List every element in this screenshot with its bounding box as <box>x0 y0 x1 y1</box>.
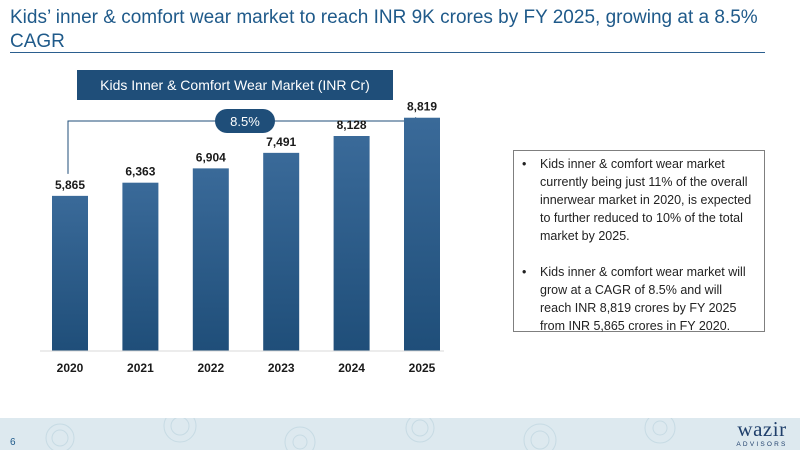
decorative-pattern <box>45 418 676 450</box>
x-tick-label: 2025 <box>409 361 436 375</box>
data-label: 8,819 <box>407 100 437 114</box>
bar-chart: 8.5% 5,865 6,363 6,904 7,491 8,128 8,819 2020… <box>40 100 444 375</box>
data-label: 7,491 <box>266 135 296 149</box>
commentary-box: Kids inner & comfort wear market current… <box>513 150 765 335</box>
bar-2024 <box>333 136 370 351</box>
x-tick-label: 2023 <box>268 361 295 375</box>
bar-2025 <box>404 117 440 351</box>
x-tick-label: 2021 <box>127 361 154 375</box>
logo-wordmark: wazir <box>737 417 787 441</box>
page-number: 6 <box>10 437 16 448</box>
x-tick-label: 2024 <box>338 361 365 375</box>
bar-2022 <box>192 168 229 351</box>
data-label: 6,363 <box>125 165 155 179</box>
cagr-label: 8.5% <box>230 114 260 129</box>
cagr-arrow-line <box>67 120 418 174</box>
title-divider <box>10 52 765 53</box>
cagr-badge <box>215 109 275 133</box>
data-label: 5,865 <box>55 178 85 192</box>
data-label: 8,128 <box>337 118 367 132</box>
chart-title: Kids Inner & Comfort Wear Market (INR Cr… <box>77 70 393 100</box>
company-logo: wazir ADVISORS <box>728 419 796 449</box>
bar-2020 <box>52 195 88 351</box>
commentary-bullet: Kids inner & comfort wear market current… <box>522 155 754 245</box>
bar-2023 <box>263 152 300 351</box>
logo-tagline: ADVISORS <box>736 441 788 448</box>
data-label: 6,904 <box>196 150 226 164</box>
bar-2021 <box>122 182 159 351</box>
commentary-bullet: Kids inner & comfort wear market will gr… <box>522 263 754 335</box>
x-tick-label: 2022 <box>197 361 224 375</box>
page-title: Kids’ inner & comfort wear market to rea… <box>10 7 758 52</box>
x-tick-label: 2020 <box>57 361 84 375</box>
footer-band <box>0 418 800 450</box>
